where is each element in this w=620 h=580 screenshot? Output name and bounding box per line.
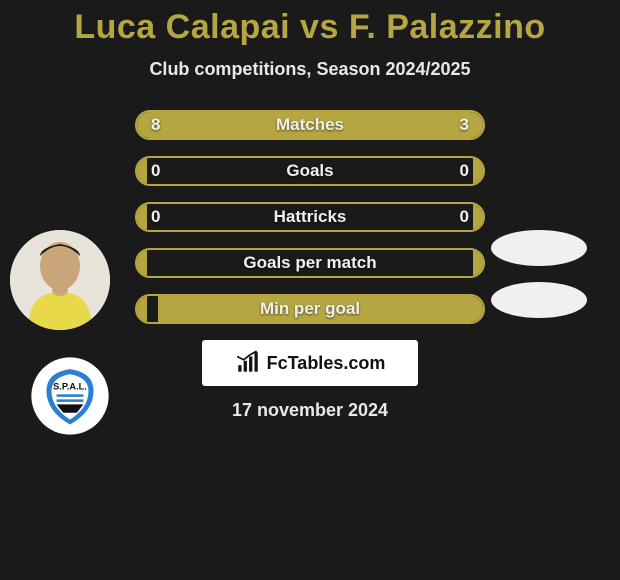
bar-chart-icon xyxy=(235,350,261,376)
stat-row-matches: 8 Matches 3 xyxy=(135,110,485,140)
stat-label: Goals xyxy=(286,161,333,181)
player-right-avatar-1 xyxy=(491,230,587,266)
stat-right-value: 3 xyxy=(460,115,469,135)
subtitle: Club competitions, Season 2024/2025 xyxy=(0,59,620,80)
fill-right xyxy=(473,158,483,184)
page-title: Luca Calapai vs F. Palazzino xyxy=(0,8,620,47)
stat-left-value: 0 xyxy=(151,207,160,227)
branding-text: FcTables.com xyxy=(267,353,386,374)
stat-label: Min per goal xyxy=(260,299,360,319)
fill-right xyxy=(473,204,483,230)
stat-right-value: 0 xyxy=(460,161,469,181)
fill-left xyxy=(137,204,147,230)
badge-text: S.P.A.L. xyxy=(53,381,87,391)
stat-row-hattricks: 0 Hattricks 0 xyxy=(135,202,485,232)
fill-left xyxy=(137,296,147,322)
comparison-card: Luca Calapai vs F. Palazzino Club compet… xyxy=(0,0,620,421)
stat-row-goals-per-match: Goals per match xyxy=(135,248,485,278)
player-left-photo xyxy=(10,230,110,330)
stat-left-value: 8 xyxy=(151,115,160,135)
fill-left xyxy=(137,158,147,184)
player-right-avatar-2 xyxy=(491,282,587,318)
club-badge-left: S.P.A.L. xyxy=(22,354,118,438)
fill-right xyxy=(473,250,483,276)
stat-label: Hattricks xyxy=(274,207,347,227)
stat-right-value: 0 xyxy=(460,207,469,227)
stat-row-min-per-goal: Min per goal xyxy=(135,294,485,324)
branding-box[interactable]: FcTables.com xyxy=(202,340,418,386)
stat-label: Matches xyxy=(276,115,344,135)
stats-area: S.P.A.L. 8 Matches 3 0 Goals 0 0 xyxy=(0,110,620,324)
stat-row-goals: 0 Goals 0 xyxy=(135,156,485,186)
stat-label: Goals per match xyxy=(243,253,376,273)
fill-left xyxy=(137,250,147,276)
stat-left-value: 0 xyxy=(151,161,160,181)
